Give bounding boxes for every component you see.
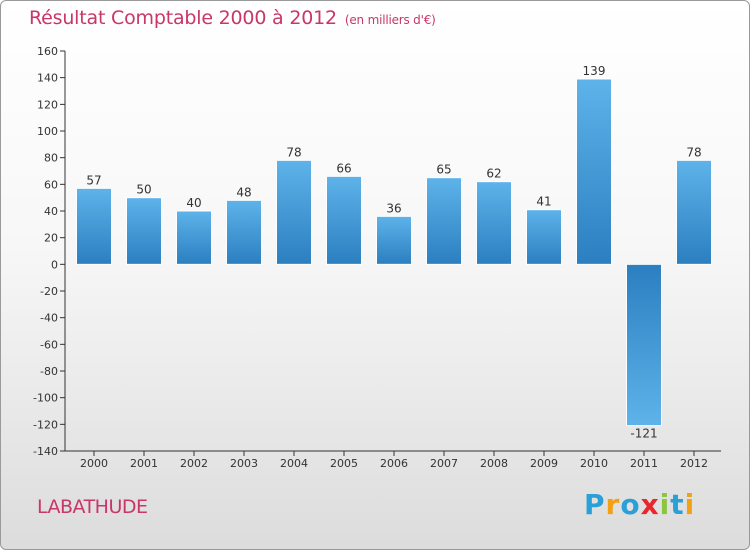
y-tick-label: 140 <box>37 72 58 85</box>
y-tick-label: -20 <box>40 285 58 298</box>
y-tick-label: 60 <box>44 178 58 191</box>
bar-2009 <box>526 209 562 265</box>
bar-2008 <box>476 181 512 265</box>
x-tick-label-2008: 2008 <box>480 457 508 470</box>
bar-2007 <box>426 177 462 265</box>
y-tick-label: -80 <box>40 365 58 378</box>
bar-2002 <box>176 210 212 265</box>
value-label-2002: 40 <box>186 196 201 210</box>
bar-2004 <box>276 159 312 265</box>
value-label-2010: 139 <box>583 64 606 78</box>
logo-letter: x <box>640 488 660 521</box>
value-label-2003: 48 <box>236 185 251 199</box>
y-tick-label: 100 <box>37 125 58 138</box>
y-tick-label: -60 <box>40 338 58 351</box>
y-tick-label: -140 <box>33 445 58 458</box>
chart-title-text: Résultat Comptable 2000 à 2012 <box>29 7 337 29</box>
value-label-2000: 57 <box>86 173 101 187</box>
x-tick-label-2006: 2006 <box>380 457 408 470</box>
value-label-2008: 62 <box>486 167 501 181</box>
y-tick-label: 20 <box>44 232 58 245</box>
commune-name: LABATHUDE <box>37 496 148 518</box>
logo-letter: i <box>659 488 671 521</box>
y-tick-label: -40 <box>40 312 58 325</box>
bar-2012 <box>676 159 712 265</box>
value-label-2009: 41 <box>536 195 551 209</box>
y-tick-label: 0 <box>51 258 58 271</box>
logo-letter: i <box>684 488 696 521</box>
x-tick-label-2000: 2000 <box>80 457 108 470</box>
bar-2011 <box>626 263 662 427</box>
y-axis: 160 140 120 100 80 60 40 20 0 -20 -40 -60 -80 -100 -12… <box>33 45 66 458</box>
x-axis: 2000 2001 2002 2003 2004 2005 2006 2007 2008 2009… <box>65 450 721 470</box>
value-label-2001: 50 <box>136 183 151 197</box>
bar-2010 <box>576 78 612 265</box>
logo-letter: o <box>620 488 641 521</box>
logo-letter: r <box>605 488 621 521</box>
bar-2001 <box>126 197 162 265</box>
x-tick-label-2001: 2001 <box>130 457 158 470</box>
y-tick-label: 80 <box>44 152 58 165</box>
x-tick-label-2003: 2003 <box>230 457 258 470</box>
value-label-2012: 78 <box>686 145 701 159</box>
logo-letter: P <box>584 488 606 521</box>
y-tick-label: 160 <box>37 45 58 58</box>
chart-title: Résultat Comptable 2000 à 2012 (en millie… <box>29 7 436 29</box>
y-tick-label: -120 <box>33 418 58 431</box>
y-tick-label: 40 <box>44 205 58 218</box>
x-tick-label-2009: 2009 <box>530 457 558 470</box>
x-tick-label-2002: 2002 <box>180 457 208 470</box>
bar-2005 <box>326 175 362 265</box>
x-tick-label-2010: 2010 <box>580 457 608 470</box>
value-label-2011: -121 <box>630 427 657 441</box>
chart-subtitle: (en milliers d'€) <box>344 13 436 27</box>
x-tick-label-2007: 2007 <box>430 457 458 470</box>
logo-letter: t <box>670 488 685 521</box>
x-tick-label-2004: 2004 <box>280 457 308 470</box>
x-tick-label-2012: 2012 <box>680 457 708 470</box>
bar-2000 <box>76 187 112 265</box>
bars: 57 50 40 48 78 66 36 65 62 41 139 -121 78 <box>76 64 712 441</box>
y-tick-label: -100 <box>33 392 58 405</box>
value-label-2005: 66 <box>336 161 351 175</box>
x-tick-label-2005: 2005 <box>330 457 358 470</box>
value-label-2006: 36 <box>386 201 401 215</box>
proxiti-logo[interactable]: Proxiti <box>584 488 695 521</box>
bar-2003 <box>226 199 262 265</box>
y-tick-label: 120 <box>37 98 58 111</box>
value-label-2004: 78 <box>286 145 301 159</box>
value-label-2007: 65 <box>436 163 451 177</box>
bar-2006 <box>376 215 412 265</box>
x-tick-label-2011: 2011 <box>630 457 658 470</box>
